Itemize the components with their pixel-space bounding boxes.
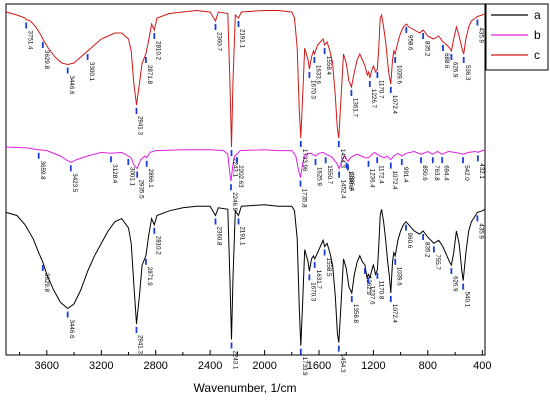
peak-label: 763.8 [433, 165, 440, 181]
x-tick-label: 800 [419, 360, 437, 372]
peak-label: 2941.3 [137, 116, 144, 135]
peak-label: 2941.3 [137, 335, 144, 354]
peak-label: 1170.8 [378, 281, 385, 300]
peak-label: 2360.8 [216, 227, 223, 246]
peak-label: 3300.1 [88, 62, 95, 81]
peak-label: 2246.9 [231, 192, 238, 211]
x-tick-label: 400 [473, 360, 491, 372]
peak-label: 3128.4 [111, 164, 118, 183]
peak-label: 1454.3 [339, 354, 346, 373]
peak-label: 1550.7 [326, 165, 333, 184]
peak-label: 958.6 [407, 35, 414, 51]
legend-label-b: b [534, 28, 541, 42]
x-tick-label: 2400 [198, 360, 222, 372]
peak-label: 2810.2 [155, 41, 162, 60]
peak-label: 1262.9 [365, 276, 372, 295]
peak-label: 3423.5 [71, 173, 78, 192]
peak-label: 3659.8 [39, 161, 46, 180]
peak-label: 1072.4 [391, 304, 398, 323]
peak-label: 432.1 [478, 163, 485, 179]
peak-label: 1733.96 [301, 149, 308, 172]
peak-label: 2935.5 [137, 180, 144, 199]
peak-label: 755.7 [434, 254, 441, 270]
plot-frame [5, 3, 486, 356]
annotation-layer: 3751.43629.83446.63300.12941.32871.82810… [25, 19, 485, 376]
x-tick-label: 2800 [143, 360, 167, 372]
peak-label: 1072.4 [391, 171, 398, 190]
peak-label: 2871.8 [146, 65, 153, 84]
peak-label: 2871.9 [146, 267, 153, 286]
peak-label: 3751.4 [26, 31, 33, 50]
peak-label: 688.6 [443, 53, 450, 69]
x-tick-label: 1600 [307, 360, 331, 372]
peak-label: 1670.3 [310, 80, 317, 99]
peak-label: 1226.7 [370, 89, 377, 108]
peak-label: 1558.4 [325, 56, 332, 75]
peak-label: 542.0 [463, 165, 470, 181]
peak-label: 2243.1 [232, 158, 239, 177]
peak-label: 850.6 [421, 165, 428, 181]
series-line-b [5, 146, 486, 182]
peak-label: 1386.4 [348, 172, 355, 191]
peak-label: 835.2 [423, 41, 430, 57]
peak-label: 1735.8 [301, 189, 308, 208]
peak-label: 1236.4 [369, 169, 376, 188]
legend-label-a: a [534, 8, 541, 22]
peak-label: 540.1 [463, 292, 470, 308]
peak-label: 435.9 [478, 223, 485, 239]
peak-label: 3629.8 [43, 50, 50, 69]
x-tick-label: 2000 [252, 360, 276, 372]
peak-label: 1633.6 [315, 65, 322, 84]
peak-label: 2202.63 [237, 165, 244, 188]
peak-label: 1558.5 [325, 258, 332, 277]
peak-label: 2243.1 [232, 351, 239, 370]
series-layer [5, 9, 486, 346]
peak-label: 2810.2 [155, 236, 162, 255]
peak-label: 991.4 [402, 167, 409, 183]
legend: abc [485, 3, 549, 71]
x-tick-label: 3600 [35, 360, 59, 372]
series-line-a [5, 204, 486, 346]
peak-label: 1452.4 [339, 180, 346, 199]
peak-label: 1631.7 [315, 270, 322, 289]
peak-label: 2191.1 [239, 29, 246, 48]
x-tick-label: 1200 [361, 360, 385, 372]
peak-label: 1039.6 [395, 65, 402, 84]
peak-label: 536.3 [464, 65, 471, 81]
peak-label: 626.9 [452, 276, 459, 292]
peak-label: 2866.1 [147, 169, 154, 188]
x-axis-title: Wavenumber, 1/cm [194, 381, 297, 395]
peak-label: 1733.9 [301, 357, 308, 376]
series-line-c [5, 9, 486, 148]
peak-label: 1361.7 [352, 98, 359, 117]
peak-label: 1454.3 [339, 149, 346, 168]
peak-label: 1072.4 [391, 95, 398, 114]
peak-label: 3446.6 [68, 320, 75, 339]
peak-label: 1358.8 [352, 304, 359, 323]
peak-label: 1670.3 [310, 282, 317, 301]
peak-label: 1625.9 [316, 167, 323, 186]
peak-label: 2191.1 [239, 227, 246, 246]
x-axis: 3600 3200 2800 2400 2000 1600 1200 800 400 [19, 350, 491, 372]
peak-label: 1039.6 [395, 267, 402, 286]
legend-label-c: c [534, 48, 540, 62]
peak-label: 435.9 [478, 28, 485, 44]
x-tick-label: 3200 [89, 360, 113, 372]
peak-label: 2360.7 [216, 32, 223, 51]
peak-label: 960.6 [406, 233, 413, 249]
peak-label: 1396.8 [347, 171, 354, 190]
peak-label: 1237.6 [369, 286, 376, 305]
peak-label: 1170.7 [378, 80, 385, 99]
peak-label: 3629.8 [43, 273, 50, 292]
peak-label: 626.9 [452, 62, 459, 78]
peak-label: 694.4 [442, 165, 449, 181]
peak-label: 3001.1 [129, 167, 136, 186]
peak-label: 3446.6 [68, 76, 75, 95]
peak-label: 1172.4 [377, 165, 384, 184]
peak-label: 835.2 [423, 242, 430, 258]
